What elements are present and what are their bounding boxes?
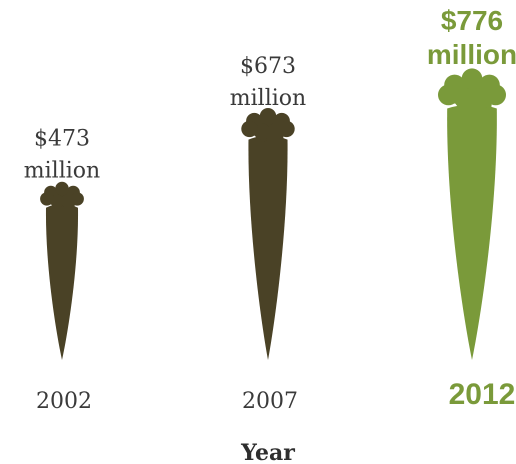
value-label-2002-line-1: $473 xyxy=(34,126,90,151)
value-label-2007-line-1: $673 xyxy=(240,54,296,79)
carrot-leaves-2002 xyxy=(40,181,84,210)
value-label-2012-line-1: $776 xyxy=(441,5,503,36)
category-label-2012: 2012 xyxy=(449,378,516,411)
category-label-2002: 2002 xyxy=(36,389,92,414)
carrot-bar-2012 xyxy=(447,104,497,361)
category-label-2007: 2007 xyxy=(242,389,298,414)
carrot-leaves-2007 xyxy=(241,108,295,143)
value-label-2012-line-2: million xyxy=(427,39,516,70)
carrot-leaves-2012 xyxy=(438,68,506,112)
x-axis-label: Year xyxy=(240,440,295,464)
chart-marks: $473million2002$673million2007$776millio… xyxy=(24,5,516,414)
carrot-bar-2002 xyxy=(45,203,79,360)
value-label-2007-line-2: million xyxy=(230,86,306,111)
value-label-2002-line-2: million xyxy=(24,158,100,183)
carrot-bar-2007 xyxy=(248,135,288,360)
